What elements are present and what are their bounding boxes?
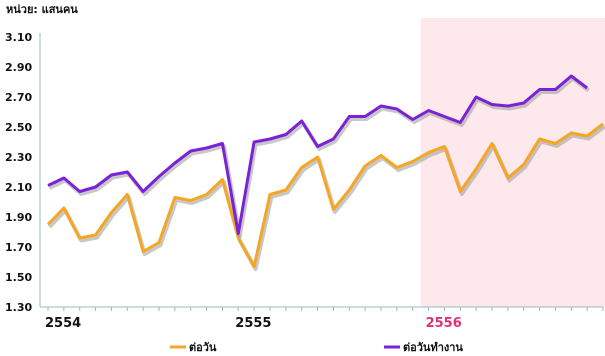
y-tick-label: 2.50 xyxy=(5,121,32,134)
x-tick-label: 2556 xyxy=(426,316,462,331)
legend: ต่อวัน ต่อวันทำงาน xyxy=(170,341,463,354)
series-line xyxy=(47,74,589,235)
y-tick-label: 1.30 xyxy=(5,301,32,314)
x-tick-labels: 2554 2555 2556 xyxy=(45,316,462,331)
y-tick-label: 2.70 xyxy=(5,91,32,104)
plot-axes xyxy=(39,33,604,311)
x-tick-label: 2555 xyxy=(235,316,271,331)
legend-label: ต่อวันทำงาน xyxy=(403,341,463,354)
series-line xyxy=(46,122,604,268)
y-tick-label: 1.50 xyxy=(5,271,32,284)
y-tick-label: 2.90 xyxy=(5,61,32,74)
y-tick-label: 3.10 xyxy=(5,31,32,44)
y-tick-label: 1.90 xyxy=(5,211,32,224)
y-tick-label: 2.30 xyxy=(5,151,32,164)
y-tick-labels: 3.10 2.90 2.70 2.50 2.30 2.10 1.90 1.70 1.50 1.30 xyxy=(5,31,32,314)
y-tick-label: 2.10 xyxy=(5,181,32,194)
y-tick-label: 1.70 xyxy=(5,241,32,254)
unit-label: หน่วย: แสนคน xyxy=(6,3,78,16)
legend-label: ต่อวัน xyxy=(189,341,217,354)
series-lines xyxy=(46,74,605,271)
x-tick-label: 2554 xyxy=(45,316,81,331)
shaded-region xyxy=(420,18,605,307)
